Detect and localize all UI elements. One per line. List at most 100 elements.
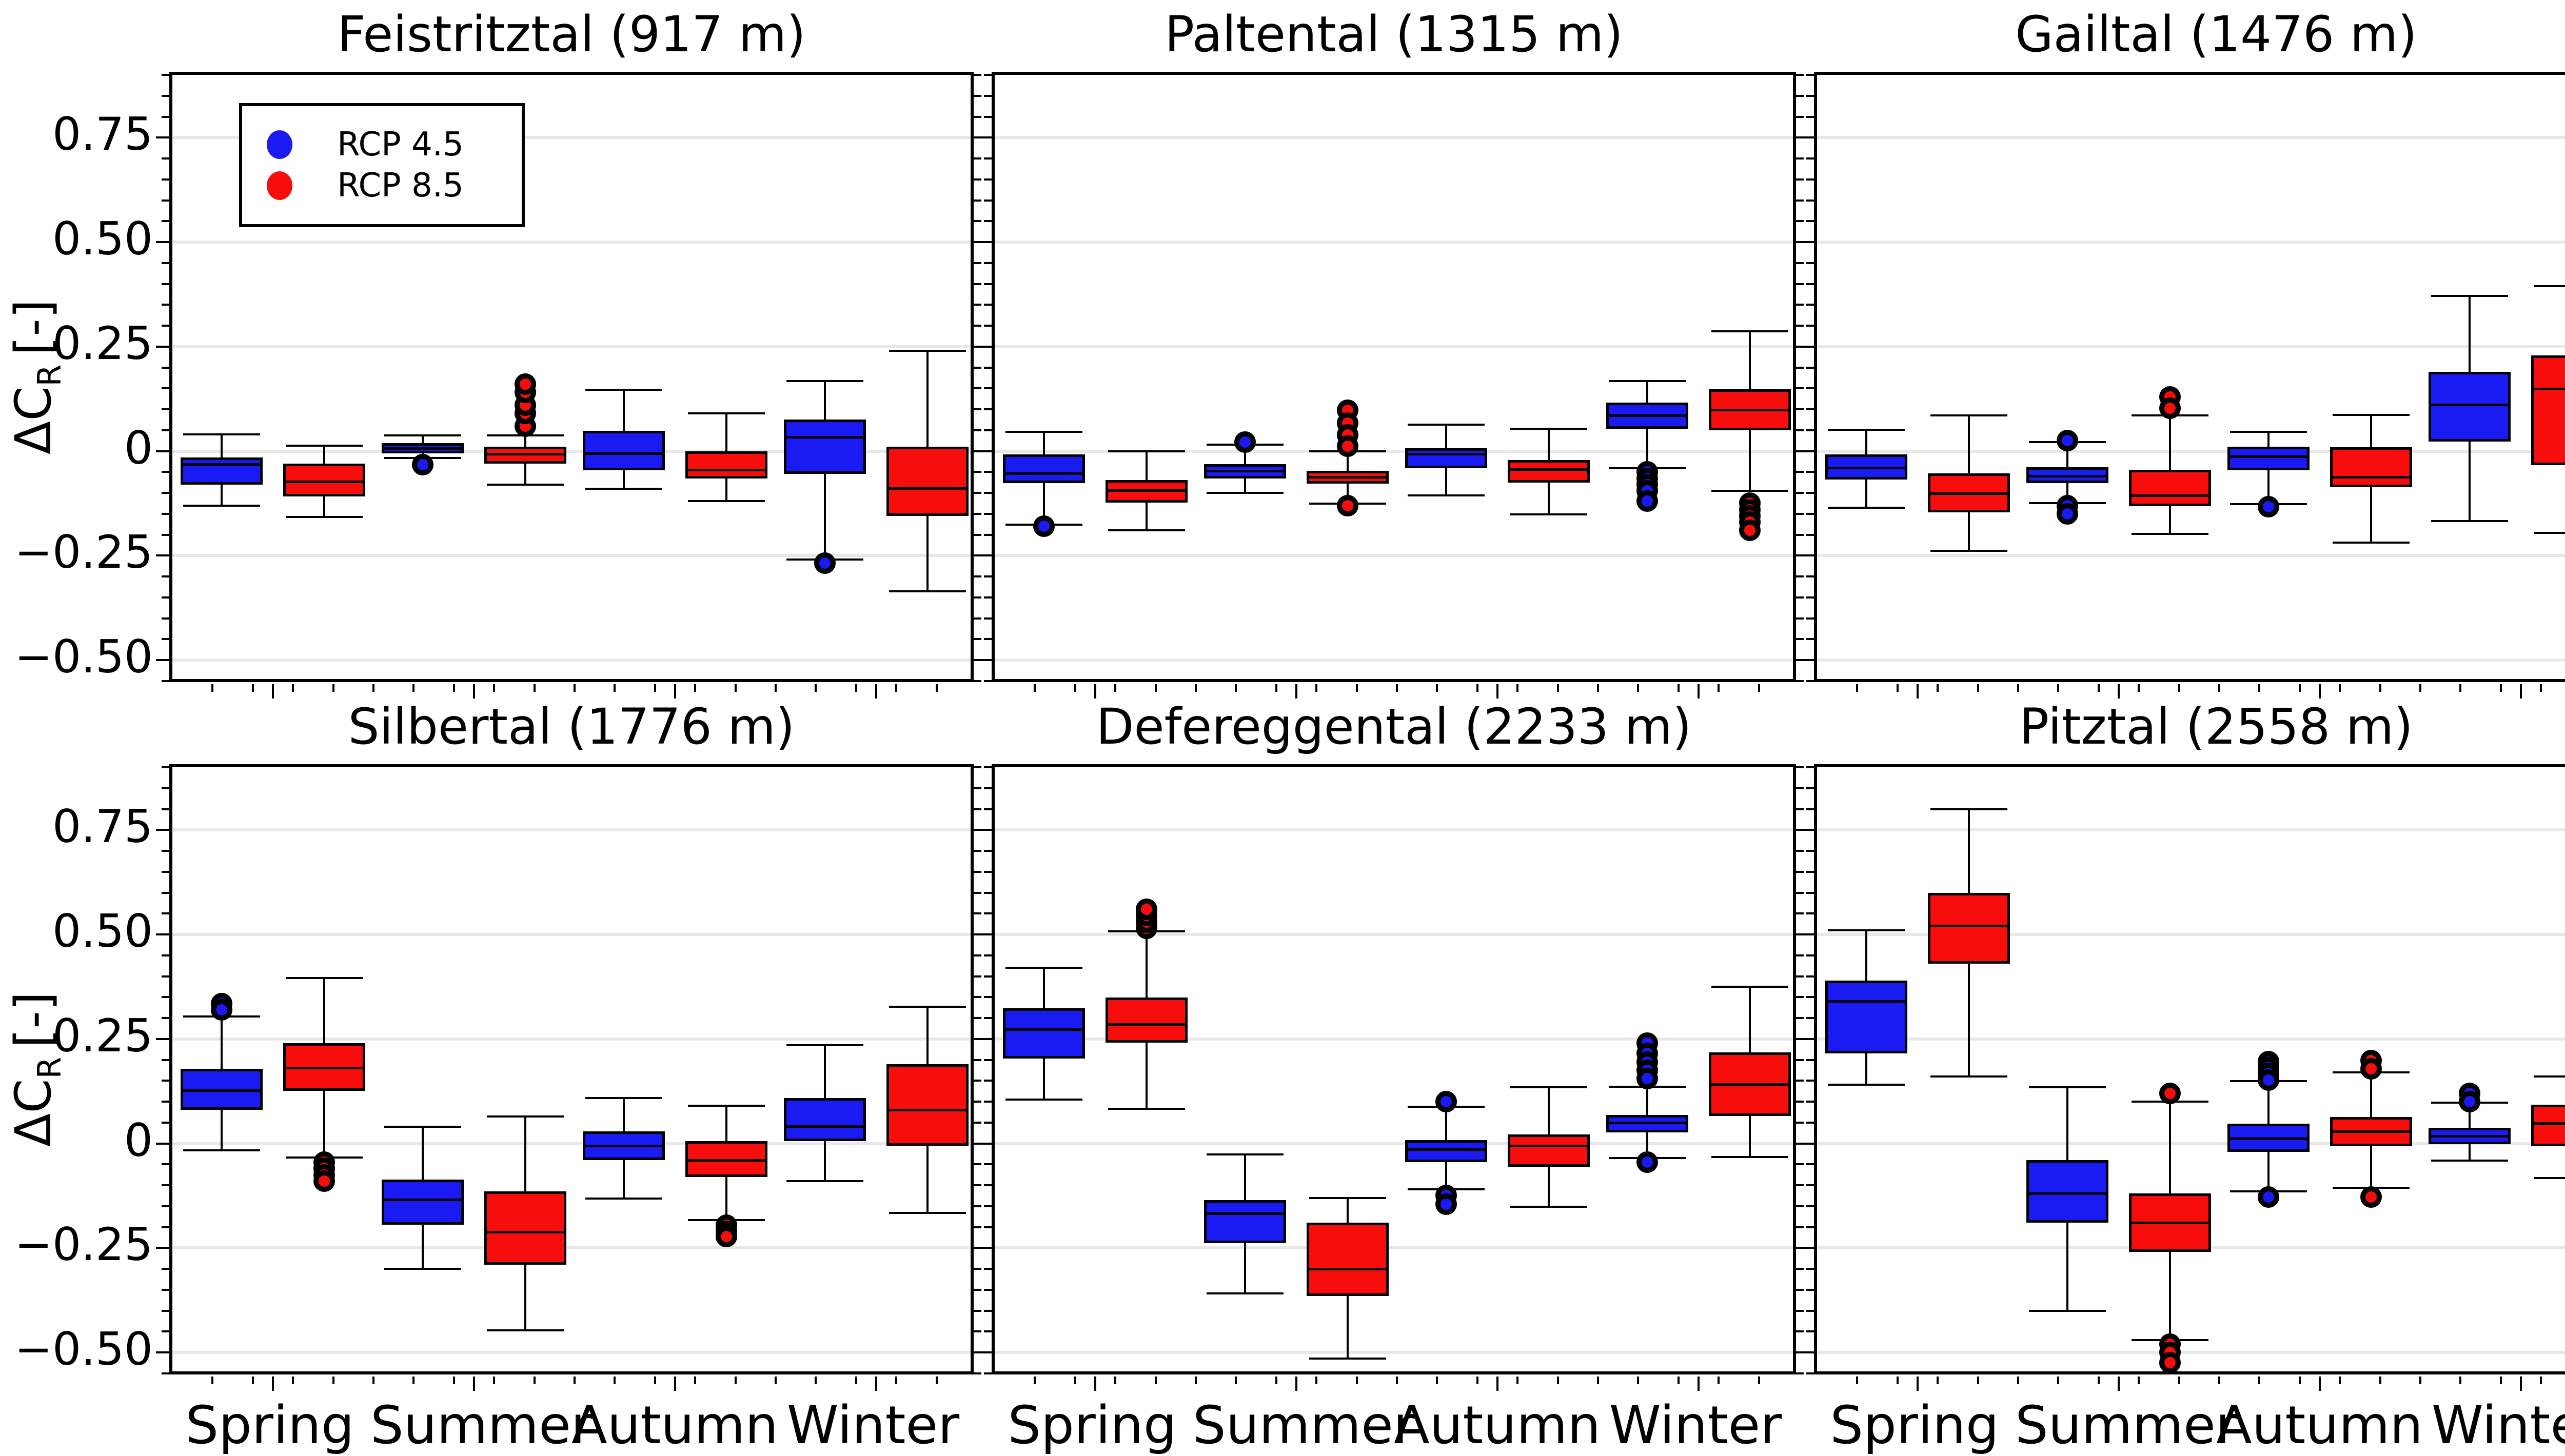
y-tick — [156, 1247, 169, 1249]
x-tick — [372, 684, 374, 692]
y-tick — [984, 975, 992, 978]
gridline — [172, 1037, 971, 1041]
y-tick — [156, 1351, 169, 1354]
x-tick — [1597, 1377, 1599, 1384]
x-tick — [1114, 1377, 1117, 1384]
whisker-stem — [1043, 483, 1045, 525]
y-tick — [974, 996, 981, 999]
whisker-cap — [1108, 1107, 1185, 1110]
whisker-stem — [1347, 1198, 1349, 1223]
median-line — [382, 1199, 464, 1202]
whisker-stem — [623, 389, 625, 431]
x-tick — [1235, 1377, 1237, 1384]
boxplot-box — [685, 451, 767, 478]
y-tick — [978, 241, 992, 244]
whisker-stem — [2169, 506, 2171, 534]
x-tick — [1154, 684, 1157, 692]
boxplot-box — [784, 419, 866, 474]
whisker-cap — [2333, 413, 2410, 416]
y-tick — [974, 492, 981, 494]
whisker-stem — [824, 1141, 826, 1181]
x-tick — [1396, 1377, 1398, 1384]
whisker-cap — [1510, 427, 1587, 430]
whisker-stem — [1445, 1106, 1447, 1141]
outlier-point — [1636, 1068, 1658, 1090]
whisker-cap — [384, 1268, 461, 1270]
y-tick — [974, 787, 981, 789]
y-tick — [162, 262, 169, 264]
y-tick-label: −0.25 — [14, 1218, 153, 1271]
outlier-point — [2258, 495, 2279, 517]
y-tick — [162, 1288, 169, 1291]
y-tick — [1796, 680, 1804, 682]
y-tick — [984, 1268, 992, 1270]
y-tick — [156, 829, 169, 831]
y-tick — [1796, 1121, 1804, 1124]
x-tick — [895, 1377, 898, 1384]
median-line — [784, 1125, 866, 1128]
y-tick — [1796, 1226, 1804, 1228]
y-tick — [974, 1184, 981, 1187]
gridline — [172, 449, 971, 453]
whisker-stem — [422, 435, 424, 444]
boxplot-box — [1928, 892, 2010, 964]
whisker-stem — [1548, 482, 1550, 515]
panel-title: Pitztal (2558 m) — [2019, 698, 2413, 755]
x-tick — [775, 684, 777, 692]
x-tick — [2017, 1377, 2019, 1384]
y-tick — [974, 283, 981, 285]
x-tick-major — [674, 684, 676, 699]
y-tick — [974, 74, 981, 76]
x-axis-label-spring: Spring — [185, 1395, 354, 1456]
whisker-cap — [688, 500, 765, 503]
x-tick — [2017, 684, 2019, 692]
y-tick — [984, 1017, 992, 1020]
y-tick — [1806, 870, 1814, 873]
y-tick — [1796, 596, 1804, 599]
y-tick — [162, 1205, 169, 1207]
x-tick-major — [2319, 1377, 2321, 1391]
x-tick — [614, 684, 616, 692]
y-tick — [1806, 638, 1814, 641]
y-tick — [1796, 891, 1804, 894]
y-tick — [984, 1163, 992, 1166]
whisker-stem — [1749, 1115, 1751, 1158]
whisker-stem — [824, 1045, 826, 1098]
gridline — [172, 554, 971, 557]
x-tick — [412, 1377, 415, 1384]
y-tick — [162, 617, 169, 620]
y-tick — [978, 554, 992, 557]
outlier-point — [2159, 1082, 2181, 1104]
y-tick — [984, 1059, 992, 1061]
y-tick — [974, 220, 981, 223]
x-tick — [654, 1377, 656, 1384]
x-tick — [1856, 1377, 1859, 1384]
y-tick — [1806, 787, 1814, 789]
panel-title: Feistritztal (917 m) — [337, 6, 806, 63]
outlier-point — [1337, 494, 1358, 516]
whisker-stem — [1968, 512, 1970, 551]
x-tick — [1718, 684, 1720, 692]
whisker-cap — [585, 1198, 662, 1200]
x-tick — [2339, 1377, 2341, 1384]
whisker-stem — [926, 515, 929, 591]
whisker-stem — [1146, 931, 1148, 998]
x-tick — [251, 1377, 254, 1384]
y-tick — [1806, 596, 1814, 599]
y-tick — [984, 850, 992, 852]
y-tick — [162, 325, 169, 327]
whisker-cap — [688, 1105, 765, 1107]
y-tick — [1806, 1226, 1814, 1228]
y-tick — [984, 199, 992, 202]
whisker-stem — [2066, 442, 2068, 467]
x-tick-major — [2118, 1377, 2120, 1391]
y-tick — [162, 1226, 169, 1228]
whisker-cap — [286, 976, 363, 979]
y-tick — [1806, 387, 1814, 390]
median-line — [2129, 1221, 2211, 1224]
y-tick — [974, 870, 981, 873]
whisker-stem — [1347, 484, 1349, 504]
x-tick — [533, 1377, 536, 1384]
boxplot-box — [1106, 998, 1188, 1043]
boxplot-box — [2429, 371, 2511, 442]
